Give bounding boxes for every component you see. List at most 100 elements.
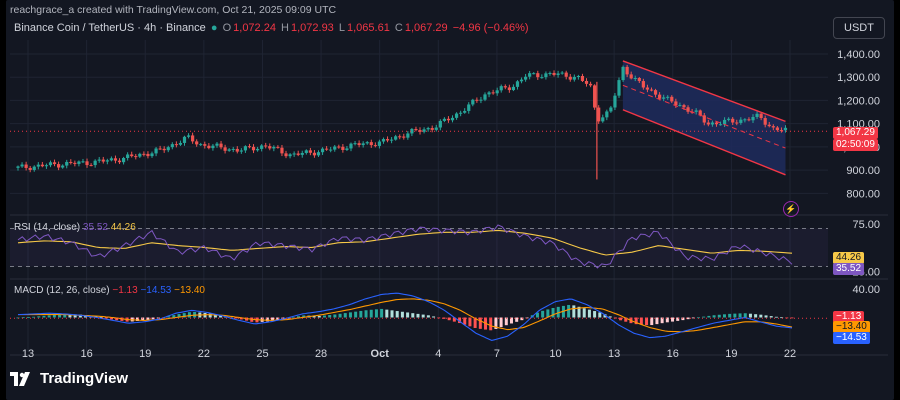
macd-histogram-bar (748, 313, 752, 318)
candle (759, 113, 763, 119)
macd-histogram-bar (613, 317, 617, 319)
candle (658, 94, 662, 99)
candle (682, 105, 686, 108)
price-tick-label: 1,200.00 (837, 95, 880, 107)
candle (406, 133, 410, 138)
macd-histogram-bar (426, 315, 430, 318)
macd-histogram-bar (58, 314, 62, 318)
symbol-name[interactable]: Binance Coin / TetherUS · 4h · Binance (14, 22, 206, 34)
macd-histogram-bar (32, 316, 36, 318)
candle (280, 147, 284, 154)
macd-histogram-bar (411, 313, 415, 318)
candle (747, 119, 751, 121)
candle (333, 146, 337, 150)
candle (572, 76, 576, 80)
macd-line (17, 292, 793, 341)
candle (369, 142, 373, 146)
macd-histogram-bar (78, 314, 82, 318)
candle (373, 145, 377, 147)
high-label: H (281, 22, 289, 34)
candle (731, 118, 735, 123)
candle (763, 118, 767, 125)
candle (662, 97, 666, 99)
candle (511, 86, 516, 91)
flash-icon[interactable]: ⚡ (783, 201, 799, 217)
macd-histogram-bar (447, 317, 451, 321)
macd-histogram-bar (146, 317, 150, 320)
macd-label[interactable]: MACD (12, 26, close) (14, 285, 110, 296)
macd-histogram-bar (509, 317, 513, 324)
macd-tick-label: 40.00 (852, 284, 880, 296)
time-tick-label: 25 (256, 348, 268, 360)
candle (743, 119, 747, 121)
candle (402, 136, 406, 138)
macd-histogram-bar (567, 304, 571, 318)
candle (617, 80, 621, 96)
macd-histogram-bar (302, 315, 306, 318)
candle (272, 146, 276, 149)
macd-histogram-bar (52, 314, 56, 318)
candle (775, 127, 779, 131)
chart-frame (6, 0, 894, 400)
candle (410, 128, 414, 134)
macd-histogram-bar (593, 311, 597, 318)
time-tick-label: 22 (198, 348, 210, 360)
candle (308, 150, 312, 153)
candle (645, 87, 650, 90)
candle (182, 136, 187, 143)
candle (154, 148, 158, 154)
candle (105, 160, 109, 162)
candle (243, 146, 248, 151)
macd-histogram-bar (421, 314, 425, 318)
currency-button[interactable]: USDT (833, 17, 885, 39)
candle (44, 165, 49, 167)
candle (268, 146, 272, 149)
macd-histogram-bar (587, 309, 591, 318)
rsi-label[interactable]: RSI (14, close) (14, 222, 81, 233)
candle (85, 161, 89, 166)
macd-histogram-bar (47, 315, 51, 318)
macd-histogram-bar (551, 307, 555, 318)
candle (341, 146, 345, 150)
tradingview-logo[interactable]: TradingView (10, 370, 128, 387)
last-price-badge: 1,067.29 (833, 127, 878, 139)
candle (491, 92, 495, 94)
candle (28, 167, 32, 170)
candle (479, 99, 483, 101)
candle (706, 122, 710, 125)
candle (251, 146, 256, 151)
candle (771, 126, 775, 128)
macd-histogram-bar (141, 317, 145, 321)
candle (325, 148, 329, 150)
time-tick-label: 13 (608, 348, 620, 360)
candle (239, 150, 243, 152)
candle (377, 141, 382, 146)
candle (625, 66, 629, 75)
candle (507, 87, 511, 91)
candle (568, 76, 572, 80)
candle (40, 164, 44, 167)
close-label: C (394, 22, 403, 34)
candle (97, 159, 101, 161)
candle (580, 75, 585, 81)
macd-histogram-bar (582, 308, 586, 318)
open-value: 1,072.24 (233, 22, 276, 34)
candle (442, 118, 446, 121)
candle (540, 77, 544, 79)
candle (134, 156, 138, 158)
macd-histogram-bar (219, 315, 223, 318)
candle (767, 124, 771, 127)
rsi-ma-value: 44.26 (110, 222, 136, 233)
candle (593, 85, 597, 108)
macd-histogram-bar (177, 314, 181, 318)
candle (495, 90, 499, 94)
macd-histogram-bar (63, 313, 67, 318)
candle (524, 76, 528, 80)
candle (698, 110, 702, 116)
candle (126, 154, 130, 158)
macd-legend: MACD (12, 26, close) −1.13 −14.53 −13.40 (14, 285, 205, 296)
candle (150, 153, 154, 157)
macd-histogram-bar (665, 317, 669, 323)
time-tick-label: 10 (549, 348, 561, 360)
